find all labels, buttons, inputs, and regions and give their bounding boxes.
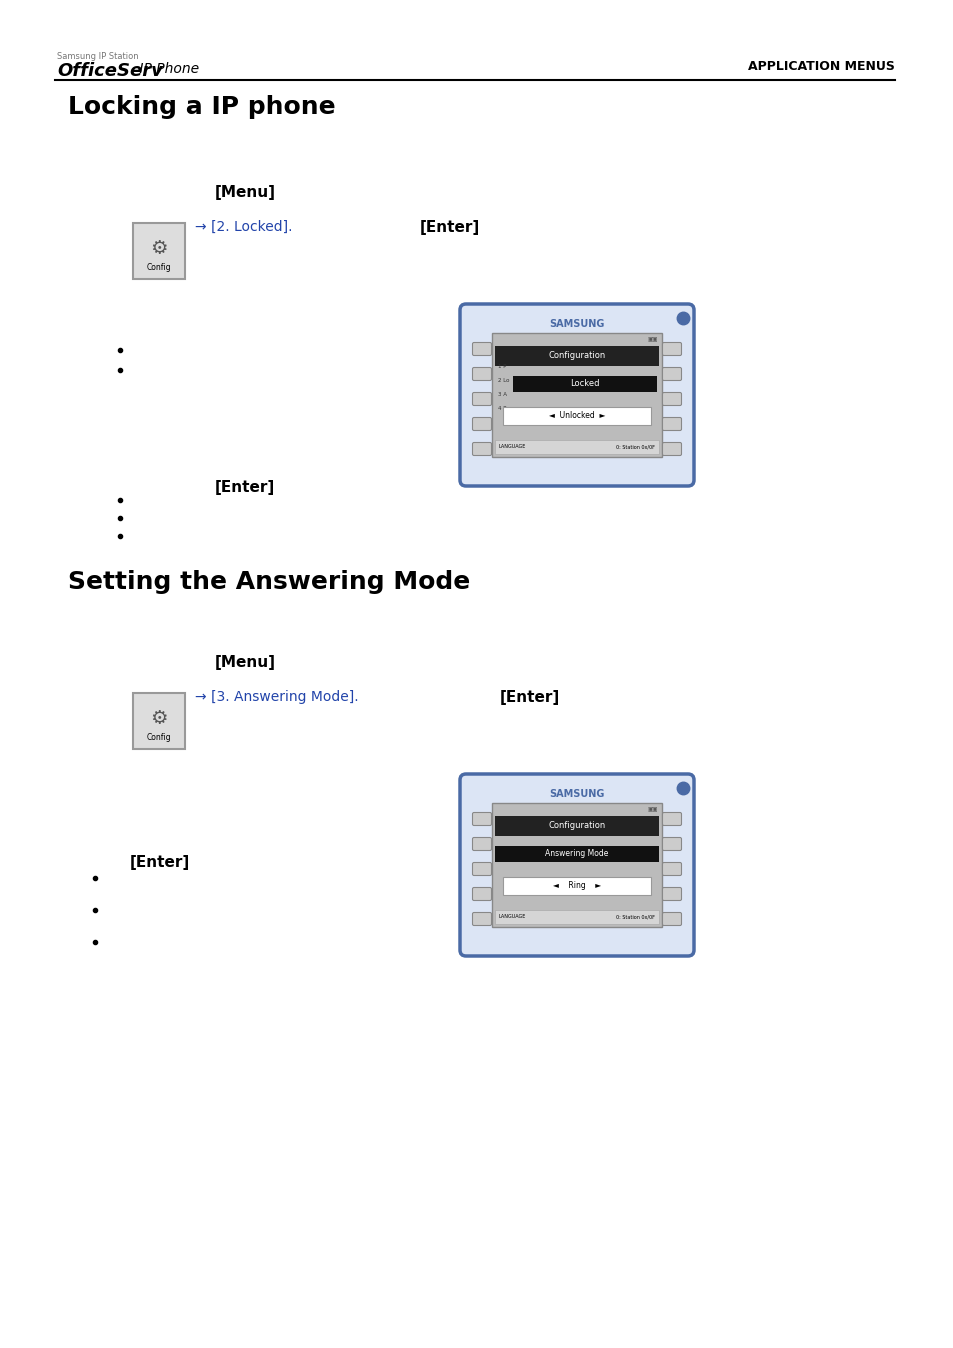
FancyBboxPatch shape [472, 863, 491, 875]
Text: Config: Config [147, 733, 172, 743]
FancyBboxPatch shape [492, 333, 661, 457]
Text: Configuration: Configuration [548, 352, 605, 360]
FancyBboxPatch shape [661, 418, 680, 430]
Text: OfficeServ: OfficeServ [57, 62, 163, 80]
Text: [Enter]: [Enter] [499, 690, 559, 705]
Text: 4 R: 4 R [497, 407, 506, 411]
FancyBboxPatch shape [661, 442, 680, 456]
Text: ◄  Unlocked  ►: ◄ Unlocked ► [548, 411, 604, 421]
FancyBboxPatch shape [472, 837, 491, 851]
FancyBboxPatch shape [661, 368, 680, 380]
FancyBboxPatch shape [661, 887, 680, 900]
Text: 0: Station 0x/0F: 0: Station 0x/0F [616, 445, 655, 449]
FancyBboxPatch shape [472, 368, 491, 380]
Text: IP Phone: IP Phone [135, 62, 199, 75]
FancyBboxPatch shape [472, 442, 491, 456]
Text: APPLICATION MENUS: APPLICATION MENUS [747, 61, 894, 73]
FancyBboxPatch shape [492, 803, 661, 927]
FancyBboxPatch shape [495, 910, 659, 923]
Text: [Enter]: [Enter] [419, 220, 479, 235]
Text: Configuration: Configuration [548, 821, 605, 830]
FancyBboxPatch shape [661, 913, 680, 926]
FancyBboxPatch shape [495, 439, 659, 454]
FancyBboxPatch shape [661, 813, 680, 825]
FancyBboxPatch shape [661, 342, 680, 356]
Text: [Menu]: [Menu] [214, 655, 275, 670]
FancyBboxPatch shape [459, 774, 693, 956]
Text: LANGUAGE: LANGUAGE [498, 914, 526, 919]
Text: [Enter]: [Enter] [214, 480, 274, 495]
Text: 1 P: 1 P [497, 364, 506, 369]
FancyBboxPatch shape [661, 392, 680, 406]
Text: → [2. Locked].: → [2. Locked]. [194, 220, 293, 235]
FancyBboxPatch shape [495, 847, 659, 861]
Text: Samsung IP Station: Samsung IP Station [57, 53, 138, 61]
Text: 0: Station 0x/0F: 0: Station 0x/0F [616, 914, 655, 919]
Text: ▣▣: ▣▣ [647, 337, 658, 342]
Text: Config: Config [147, 263, 172, 272]
Text: ◄    Ring    ►: ◄ Ring ► [553, 882, 600, 891]
Text: ▣▣: ▣▣ [647, 807, 658, 813]
FancyBboxPatch shape [132, 693, 185, 749]
FancyBboxPatch shape [472, 418, 491, 430]
FancyBboxPatch shape [472, 887, 491, 900]
FancyBboxPatch shape [502, 407, 650, 425]
FancyBboxPatch shape [513, 376, 657, 392]
FancyBboxPatch shape [472, 913, 491, 926]
FancyBboxPatch shape [661, 837, 680, 851]
FancyBboxPatch shape [132, 222, 185, 279]
FancyBboxPatch shape [472, 813, 491, 825]
Text: SAMSUNG: SAMSUNG [549, 789, 604, 799]
Text: 3 A: 3 A [497, 392, 506, 398]
Text: → [3. Answering Mode].: → [3. Answering Mode]. [194, 690, 358, 704]
FancyBboxPatch shape [495, 346, 659, 367]
Text: Locked: Locked [570, 380, 599, 388]
Text: Locking a IP phone: Locking a IP phone [68, 94, 335, 119]
Text: ⚙: ⚙ [150, 239, 168, 257]
Text: LANGUAGE: LANGUAGE [498, 445, 526, 449]
Text: ⚙: ⚙ [150, 709, 168, 728]
Text: SAMSUNG: SAMSUNG [549, 319, 604, 329]
Text: Answering Mode: Answering Mode [545, 849, 608, 859]
Text: [Enter]: [Enter] [130, 855, 190, 869]
FancyBboxPatch shape [459, 305, 693, 487]
FancyBboxPatch shape [502, 878, 650, 895]
Text: Setting the Answering Mode: Setting the Answering Mode [68, 570, 470, 594]
FancyBboxPatch shape [472, 342, 491, 356]
Text: [Menu]: [Menu] [214, 185, 275, 200]
FancyBboxPatch shape [661, 863, 680, 875]
FancyBboxPatch shape [472, 392, 491, 406]
FancyBboxPatch shape [495, 816, 659, 836]
Text: 2 Lo: 2 Lo [497, 379, 509, 383]
